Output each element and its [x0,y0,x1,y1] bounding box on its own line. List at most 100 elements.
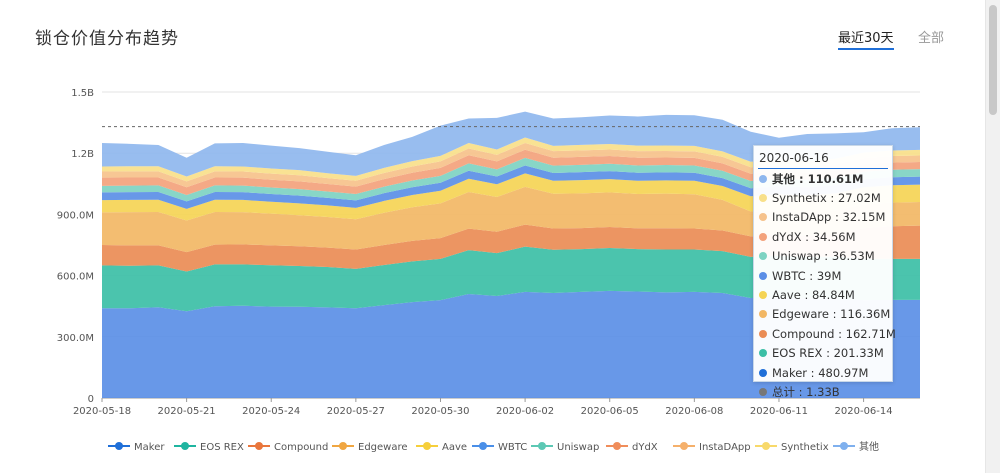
series-dot-icon [759,271,767,280]
tooltip-row-label: Maker : 480.97M [772,365,869,380]
tab-last-30-days[interactable]: 最近30天 [838,31,894,46]
tooltip-date: 2020-06-16 [759,151,829,165]
tooltip-row-label: Uniswap : 36.53M [772,249,875,264]
x-axis: 2020-05-18 2020-05-21 2020-05-24 2020-05-27… [73,398,893,417]
series-dot-icon [759,291,767,300]
area-uniswap [102,157,920,202]
legend-item[interactable]: Uniswap [531,442,599,453]
tooltip-rows: 其他 : 110.61M Synthetix : 27.02M InstaDApp … [754,169,896,402]
area-maker [102,290,920,398]
tooltip-row-label: 其他 : 110.61M [772,171,864,186]
legend-dot [538,442,546,450]
area-eos-rex [102,246,920,312]
legend-dot [613,442,621,450]
legend-item[interactable]: dYdX [606,442,658,453]
tab-all[interactable]: 全部 [918,31,945,46]
legend-label: Aave [442,442,467,453]
tooltip-row: Edgeware : 116.36M [754,305,892,324]
legend-item[interactable]: WBTC [472,442,527,453]
tooltip-row-label: Aave : 84.84M [772,288,855,303]
y-axis: 0 300.0M 600.0M 900.0M 1.2B 1.5B [57,88,94,405]
legend-dot [479,442,487,450]
y-tick-label: 1.5B [71,88,94,99]
tooltip-row: 其他 : 110.61M [754,169,892,188]
data-tooltip: 2020-06-16 其他 : 110.61M Synthetix : 27.02… [753,145,896,399]
tooltip-row: dYdX : 34.56M [754,227,892,246]
series-dot-icon [759,213,767,222]
y-tick-label: 0 [88,394,94,405]
y-tick-label: 1.2B [71,149,94,160]
tooltip-row-label: WBTC : 39M [772,268,842,283]
area-其他 [102,111,920,177]
series-dot-icon [759,387,767,396]
x-tick-label: 2020-05-24 [242,406,300,417]
y-tick-label: 900.0M [57,210,94,221]
tooltip-row: Synthetix : 27.02M [754,188,892,207]
x-tick-label: 2020-06-02 [496,406,554,417]
series-dot-icon [759,194,767,203]
legend-label: Compound [274,442,328,453]
x-tick-label: 2020-05-18 [73,406,131,417]
active-tab-underline [838,48,894,50]
legend-label: Synthetix [781,442,829,453]
legend-dot [680,442,688,450]
legend-item[interactable]: Aave [416,442,467,453]
scrollbar[interactable] [985,0,1000,473]
series-dot-icon [759,329,767,338]
legend-item[interactable]: 其他 [833,440,879,453]
series-dot-icon [759,349,767,358]
legend-dot [255,442,263,450]
chart-title: 锁仓价值分布趋势 [35,29,179,49]
legend-item[interactable]: InstaDApp [673,442,751,453]
tooltip-row-label: 总计 : 1.33B [772,384,840,399]
series-dot-icon [759,232,767,241]
legend-label: WBTC [498,442,527,453]
legend-dot [423,442,431,450]
series-dot-icon [759,310,767,319]
area-compound [102,224,920,272]
x-tick-label: 2020-05-27 [327,406,385,417]
x-tick-label: 2020-06-14 [835,406,893,417]
scrollbar-thumb[interactable] [989,5,997,115]
legend-dot [181,442,189,450]
tooltip-row-label: Edgeware : 116.36M [772,307,891,322]
area-dydx [102,149,920,196]
x-tick-label: 2020-06-05 [581,406,639,417]
area-synthetix [102,137,920,182]
y-tick-label: 300.0M [57,333,94,344]
legend-label: InstaDApp [699,442,751,453]
legend-label: EOS REX [200,442,244,453]
legend-dot [339,442,347,450]
legend-dot [115,442,123,450]
x-tick-label: 2020-06-11 [750,406,808,417]
series-dot-icon [759,252,767,261]
tooltip-row: WBTC : 39M [754,266,892,285]
legend-item[interactable]: Compound [248,442,328,453]
series-dot-icon [759,174,767,183]
legend-label: dYdX [632,442,658,453]
legend: Maker EOS REX Compound Edgeware Aave WBTC Unis… [108,440,879,453]
tooltip-row: Aave : 84.84M [754,285,892,304]
tooltip-row-label: Synthetix : 27.02M [772,191,881,206]
area-wbtc [102,165,920,209]
legend-label: Uniswap [557,442,599,453]
x-tick-label: 2020-05-30 [411,406,469,417]
legend-item[interactable]: Maker [108,442,165,453]
tooltip-row-label: EOS REX : 201.33M [772,346,884,361]
tooltip-row-label: dYdX : 34.56M [772,229,856,244]
legend-item[interactable]: Edgeware [332,442,408,453]
legend-label: Maker [134,442,165,453]
legend-label: Edgeware [358,442,408,453]
legend-item[interactable]: EOS REX [174,442,244,453]
tooltip-row: Uniswap : 36.53M [754,247,892,266]
area-series [102,111,920,398]
legend-item[interactable]: Synthetix [755,442,829,453]
tooltip-row: InstaDApp : 32.15M [754,208,892,227]
area-edgeware [102,186,920,253]
legend-dot [840,442,848,450]
tooltip-row: Maker : 480.97M [754,363,892,382]
tooltip-separator [758,168,888,169]
legend-dot [762,442,770,450]
tooltip-row: EOS REX : 201.33M [754,344,892,363]
x-tick-label: 2020-06-08 [665,406,723,417]
